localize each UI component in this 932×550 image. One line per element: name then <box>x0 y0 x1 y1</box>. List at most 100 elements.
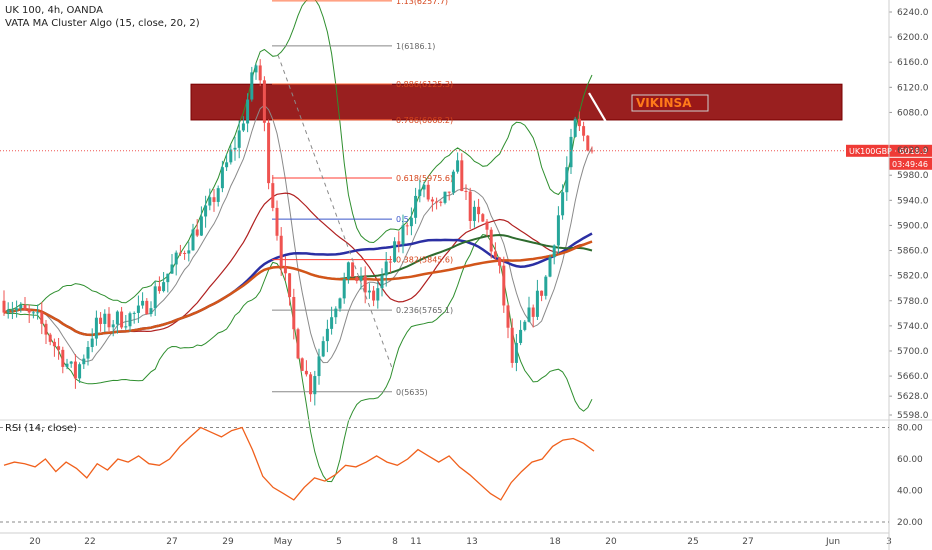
upper-band <box>3 0 593 314</box>
candle-body <box>111 324 115 328</box>
candle-body <box>510 327 514 363</box>
candle-body <box>132 312 136 314</box>
time-tick-label: 27 <box>742 537 753 547</box>
candle-body <box>447 191 451 193</box>
moving-averages <box>3 104 593 364</box>
candle-body <box>313 376 317 395</box>
candle-body <box>535 290 539 317</box>
fib-level-label: 1(6186.1) <box>396 42 435 51</box>
candle-body <box>401 225 405 245</box>
candlesticks[interactable] <box>2 59 594 406</box>
time-axis[interactable]: 20222729May58111318202527Jun3 <box>29 537 892 547</box>
fibonacci-retracement[interactable]: 1(6186.1) 0.886(6125.3) 0.786(6068.2) 0.618… <box>272 0 453 397</box>
candle-body <box>250 72 254 100</box>
candle-body <box>372 290 376 301</box>
price-tick-label: 5860.0 <box>897 247 929 257</box>
candle-body <box>212 197 216 202</box>
candle-body <box>61 349 65 367</box>
candle-body <box>540 290 544 296</box>
indicator-title: VATA MA Cluster Algo (15, close, 20, 2) <box>5 18 200 29</box>
candle-body <box>514 342 518 363</box>
candle-body <box>174 252 178 265</box>
rsi-line[interactable] <box>3 426 595 501</box>
candle-body <box>262 80 266 123</box>
candle-body <box>90 338 94 348</box>
rsi-axis[interactable]: 80.00 60.00 40.00 20.00 <box>897 424 923 529</box>
ma-orange <box>3 240 593 337</box>
candle-body <box>19 304 23 309</box>
candle-body <box>225 162 229 168</box>
time-tick-label: May <box>274 537 293 547</box>
candle-body <box>321 341 325 357</box>
candle-body <box>582 126 586 136</box>
candle-body <box>468 191 472 221</box>
candle-body <box>334 308 338 318</box>
candle-body <box>254 65 258 73</box>
countdown-label: 03:49:46 <box>892 160 928 169</box>
candle-body <box>477 206 481 215</box>
candle-body <box>275 207 279 236</box>
supply-zone[interactable] <box>190 83 843 121</box>
candle-body <box>204 205 208 217</box>
candle-body <box>414 195 418 218</box>
candle-body <box>388 261 392 263</box>
candle-body <box>464 191 468 193</box>
candle-body <box>10 310 14 312</box>
candle-body <box>376 288 380 301</box>
candle-body <box>31 312 35 314</box>
price-tag-label: UK100GBP · 6018.9 <box>849 147 928 156</box>
candle-body <box>506 305 510 328</box>
candle-body <box>195 229 199 236</box>
candle-body <box>573 118 577 137</box>
candle-body <box>241 123 245 131</box>
candle-body <box>493 251 497 258</box>
rsi-tick-label: 60.00 <box>897 455 923 465</box>
price-tick-label: 5660.0 <box>897 372 929 382</box>
candle-body <box>422 184 426 190</box>
rsi-tick-label: 20.00 <box>897 518 923 528</box>
candle-body <box>82 358 86 365</box>
candle-body <box>300 358 304 371</box>
time-tick-label: 20 <box>29 537 41 547</box>
price-tick-label: 5598.0 <box>897 411 929 421</box>
symbol-title: UK 100, 4h, OANDA <box>5 5 103 16</box>
candle-body <box>94 317 98 339</box>
candle-body <box>430 199 434 202</box>
candle-body <box>145 300 149 314</box>
candle-body <box>586 135 590 151</box>
countdown-tag <box>889 157 932 170</box>
candle-body <box>141 300 145 306</box>
candle-body <box>178 252 182 254</box>
candle-body <box>367 290 371 293</box>
price-tick-label: 5740.0 <box>897 322 929 332</box>
price-tick-label: 6240.0 <box>897 8 929 18</box>
candle-body <box>355 277 359 281</box>
candle-body <box>220 167 224 189</box>
candle-body <box>531 307 535 317</box>
candle-body <box>544 276 548 296</box>
candle-body <box>359 276 363 281</box>
candle-body <box>44 323 48 335</box>
fib-level-label: 0.886(6125.3) <box>396 80 453 89</box>
candle-body <box>409 217 413 227</box>
fib-level-label: 0.5 <box>396 215 409 224</box>
fib-level-label: 0.618(5975.6) <box>396 174 453 183</box>
candle-body <box>199 216 203 236</box>
candle-body <box>338 298 342 309</box>
candle-body <box>124 326 128 328</box>
candle-body <box>115 311 119 325</box>
bollinger-bands <box>3 0 593 483</box>
candle-body <box>502 265 506 306</box>
candle-body <box>498 257 502 266</box>
time-tick-label: Jun <box>825 537 840 547</box>
candle-body <box>548 257 552 277</box>
candle-body <box>317 356 321 377</box>
candle-body <box>40 312 44 324</box>
fib-level-label: 0(5635) <box>396 388 428 397</box>
rsi-tick-label: 80.00 <box>897 424 923 434</box>
candle-body <box>397 241 401 245</box>
trend-drawings[interactable] <box>277 54 658 369</box>
candle-body <box>342 278 346 299</box>
price-axis[interactable]: 6240.0 6200.0 6160.0 6120.0 6080.0 6020.0 5980… <box>889 8 929 421</box>
